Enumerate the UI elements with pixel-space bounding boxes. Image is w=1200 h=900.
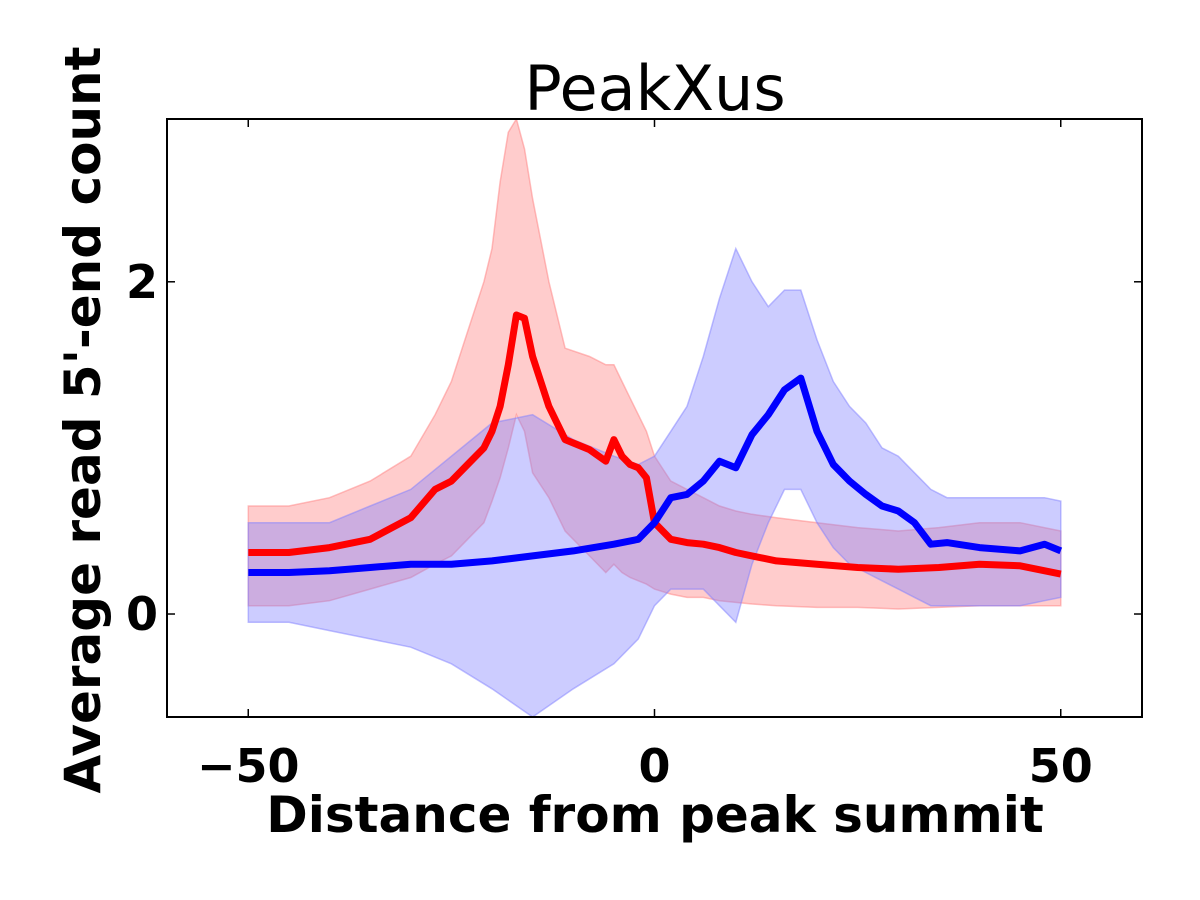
series-1-line — [248, 311, 1062, 578]
series-group — [247, 119, 1063, 717]
y-axis-label: Average read 5'-end count — [54, 46, 112, 793]
y-tick-label: 2 — [126, 255, 158, 309]
chart-title: PeakXus — [524, 52, 785, 125]
x-tick-label: 0 — [638, 739, 670, 793]
x-axis-label: Distance from peak summit — [266, 786, 1044, 844]
plot-area — [247, 119, 1063, 717]
series-2-line — [248, 374, 1063, 576]
series-2-band — [247, 246, 1062, 717]
x-tick-label: 50 — [1029, 739, 1093, 793]
y-tick-label: 0 — [126, 587, 158, 641]
axis-ticks: −50 0 50 0 2 — [126, 119, 1142, 793]
x-tick-label: −50 — [197, 739, 300, 793]
series-1-band — [247, 119, 1062, 610]
